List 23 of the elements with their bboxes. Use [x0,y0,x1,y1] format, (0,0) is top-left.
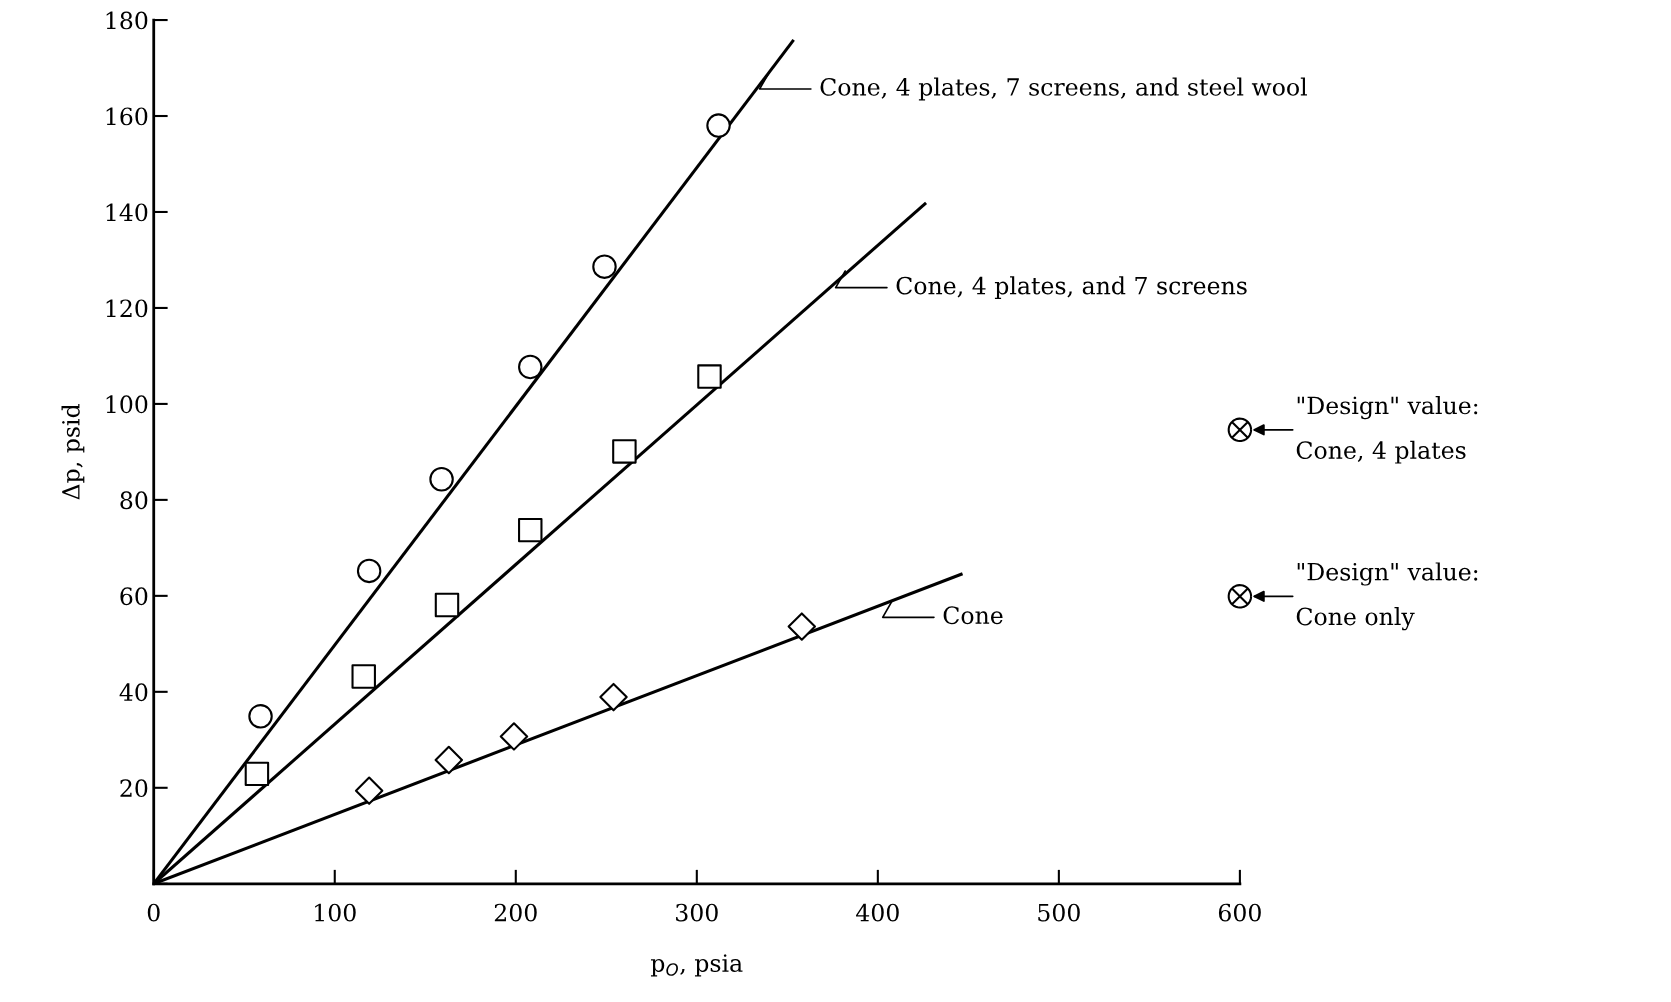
y-tick-label: 180 [106,11,148,30]
y-tick-label: 100 [106,395,148,414]
y-tick-label: 160 [106,107,148,126]
y-tick-label: 140 [106,203,148,222]
y-axis-title: Δp, psid [61,404,85,500]
y-tick-label: 120 [106,299,148,318]
y-tick-label: 20 [120,779,148,798]
x-tick-label: 100 [315,903,356,922]
x-tick-label: 600 [1218,903,1261,922]
y-tick-label: 60 [120,587,148,606]
x-tick-label: 300 [676,903,718,922]
x-tick-label: 500 [1038,903,1080,922]
x-tick-label: 200 [494,903,537,922]
annotation: "Design" value: Cone only [1296,562,1478,631]
y-tick-label: 40 [119,683,148,702]
x-tick-label: 0 [147,903,160,922]
x-tick-label: 400 [856,903,899,922]
annotation: Cone, 4 plates, and 7 screens [896,276,1247,300]
annotation: Cone [943,606,1003,625]
y-tick-label: 80 [120,491,148,510]
annotation: "Design" value: Cone, 4 plates [1296,396,1478,464]
x-axis-title: p$_{O}$, psia [650,954,743,977]
annotation: Cone, 4 plates, 7 screens, and steel wool [820,77,1307,101]
